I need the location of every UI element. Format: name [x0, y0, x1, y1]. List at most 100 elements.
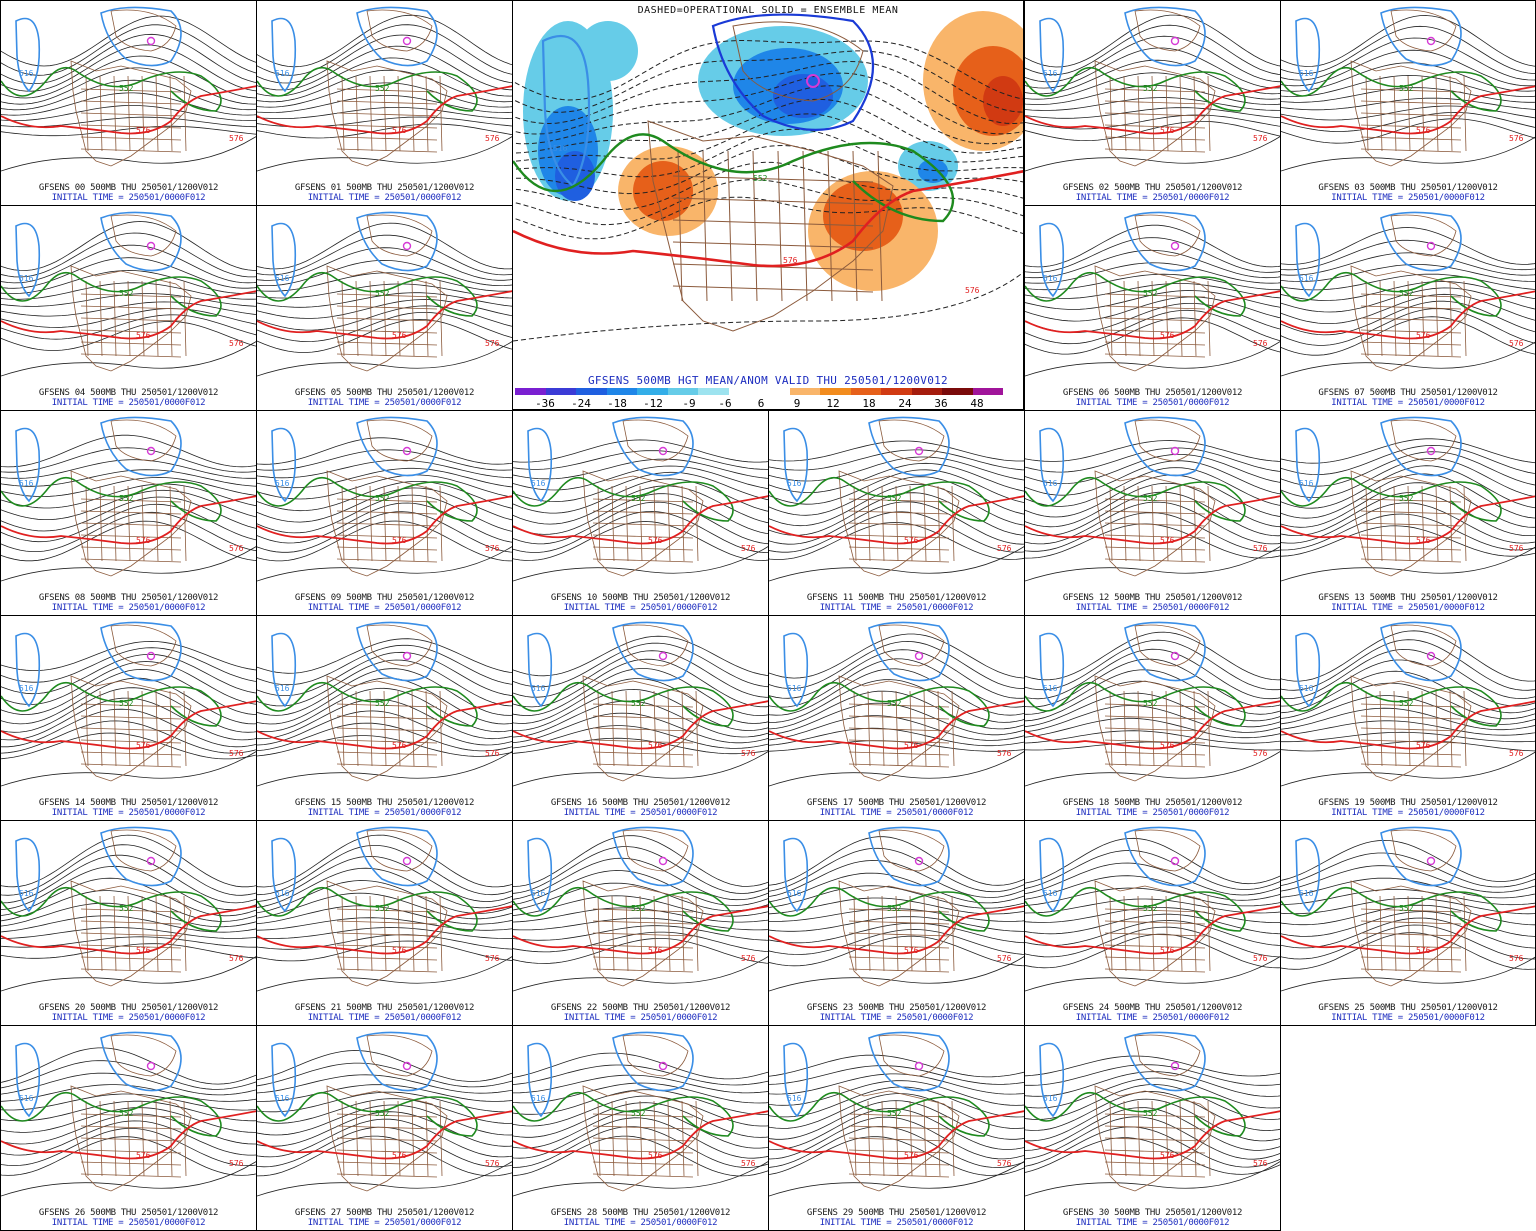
political-borders: [1094, 624, 1216, 782]
height-contour: [1025, 862, 1280, 896]
member-initial-time: INITIAL TIME = 250501/0000F012: [819, 603, 974, 613]
height-contour: [1281, 720, 1535, 736]
height-contour: [1025, 14, 1280, 68]
contour-label: 576: [485, 544, 500, 553]
colorbar-segment: [850, 388, 881, 395]
contour-label: 552: [1143, 1109, 1158, 1118]
height-contour: [1, 956, 256, 992]
height-contour: [257, 1161, 512, 1197]
low-center-marker: [914, 1061, 924, 1071]
member-map: 516 552 576 576: [1025, 1031, 1280, 1197]
contour-label: 576: [392, 741, 407, 750]
member-map: 516 552 576 576: [257, 416, 512, 582]
member-map: 516 552 576 576: [1025, 6, 1280, 172]
height-contour: [257, 751, 512, 787]
member-initial-time: INITIAL TIME = 250501/0000F012: [563, 603, 718, 613]
height-contour: [1025, 1091, 1280, 1132]
height-contour: [1025, 1161, 1280, 1197]
member-initial-time: INITIAL TIME = 250501/0000F012: [563, 1218, 718, 1228]
contour-label: 576: [392, 946, 407, 955]
political-borders: [326, 9, 448, 167]
contour-label: 552: [1399, 494, 1414, 503]
height-contour: [769, 1073, 1024, 1095]
political-borders: [647, 21, 894, 332]
height-contour: [257, 34, 512, 84]
contour-576: [257, 495, 512, 545]
contour-516: [527, 1042, 553, 1118]
contour-label: 552: [119, 494, 134, 503]
height-contour: [1025, 741, 1280, 751]
operational-contour: [513, 196, 1023, 240]
member-map: 516 552 576 576: [1, 6, 256, 172]
height-contour: [1, 834, 256, 888]
height-contour: [1, 1161, 256, 1197]
member-panel-05: 516 552 576 576 GFSENS 05 500MB THU 250501/1…: [256, 205, 513, 411]
height-contour: [1025, 717, 1280, 739]
contour-label: 576: [904, 1151, 919, 1160]
member-initial-time: INITIAL TIME = 250501/0000F012: [563, 808, 718, 818]
height-contour: [1, 708, 256, 748]
contour-516-north: [356, 1031, 438, 1092]
contour-576: [257, 905, 512, 955]
height-contour: [1025, 1098, 1280, 1142]
height-contour: [1, 890, 256, 922]
contour-576: [513, 495, 768, 545]
contour-label: 576: [229, 134, 244, 143]
member-caption: GFSENS 16 500MB THU 250501/1200V012: [550, 798, 731, 808]
member-initial-time: INITIAL TIME = 250501/0000F012: [819, 808, 974, 818]
political-borders: [1350, 214, 1472, 372]
contour-label: 576: [485, 1159, 500, 1168]
contour-label: 576: [741, 544, 756, 553]
height-contour: [1281, 924, 1535, 960]
contour-label: 576: [229, 339, 244, 348]
member-map: 516 552 576 576: [513, 826, 768, 992]
height-contour: [257, 318, 512, 353]
member-panel-12: 516 552 576 576 GFSENS 12 500MB THU 250501/1…: [1024, 410, 1281, 616]
height-contour: [257, 644, 512, 686]
low-center-marker: [402, 856, 412, 866]
contour-552: [769, 681, 990, 727]
height-contour: [1, 269, 256, 294]
height-contour: [513, 521, 768, 561]
contour-552: [513, 1091, 734, 1137]
member-initial-time: INITIAL TIME = 250501/0000F012: [51, 1013, 206, 1023]
low-center-marker: [914, 651, 924, 661]
contour-516: [527, 632, 553, 708]
member-initial-time: INITIAL TIME = 250501/0000F012: [51, 603, 206, 613]
contour-516-north: [868, 1031, 950, 1092]
height-contour: [257, 917, 512, 931]
colorbar-segment: [515, 388, 546, 395]
member-map: 516 552 576 576: [1281, 6, 1535, 172]
height-contour: [1025, 639, 1280, 691]
height-contour: [1025, 72, 1280, 100]
height-contour: [769, 1093, 1024, 1129]
low-center-marker: [914, 446, 924, 456]
member-panel-19: 516 552 576 576 GFSENS 19 500MB THU 250501/1…: [1280, 615, 1536, 821]
member-map: 516 552 576 576: [257, 621, 512, 787]
height-contour: [769, 649, 1024, 699]
contour-label: 552: [119, 904, 134, 913]
contour-516-north: [612, 1031, 694, 1092]
member-initial-time: INITIAL TIME = 250501/0000F012: [1331, 398, 1485, 408]
contour-576: [513, 905, 768, 955]
contour-label: 576: [1416, 126, 1431, 135]
height-contour: [1, 341, 256, 377]
height-contour: [257, 474, 512, 500]
member-map: 516 552 576 576: [257, 826, 512, 992]
height-contour: [1, 125, 256, 137]
height-contour: [1025, 273, 1280, 291]
contour-516-north: [612, 416, 694, 477]
member-map: 516 552 576 576: [257, 6, 512, 172]
height-contour: [1, 647, 256, 683]
contour-516: [527, 837, 553, 913]
low-center-marker: [402, 1061, 412, 1071]
height-contour: [769, 501, 1024, 545]
contour-516: [15, 17, 41, 93]
height-contour: [769, 1054, 1024, 1078]
height-contour: [1, 314, 256, 340]
contour-label: 576: [1253, 1159, 1268, 1168]
contour-label: 516: [275, 479, 290, 488]
colorbar-segment: [545, 388, 576, 395]
political-borders: [1350, 829, 1472, 987]
